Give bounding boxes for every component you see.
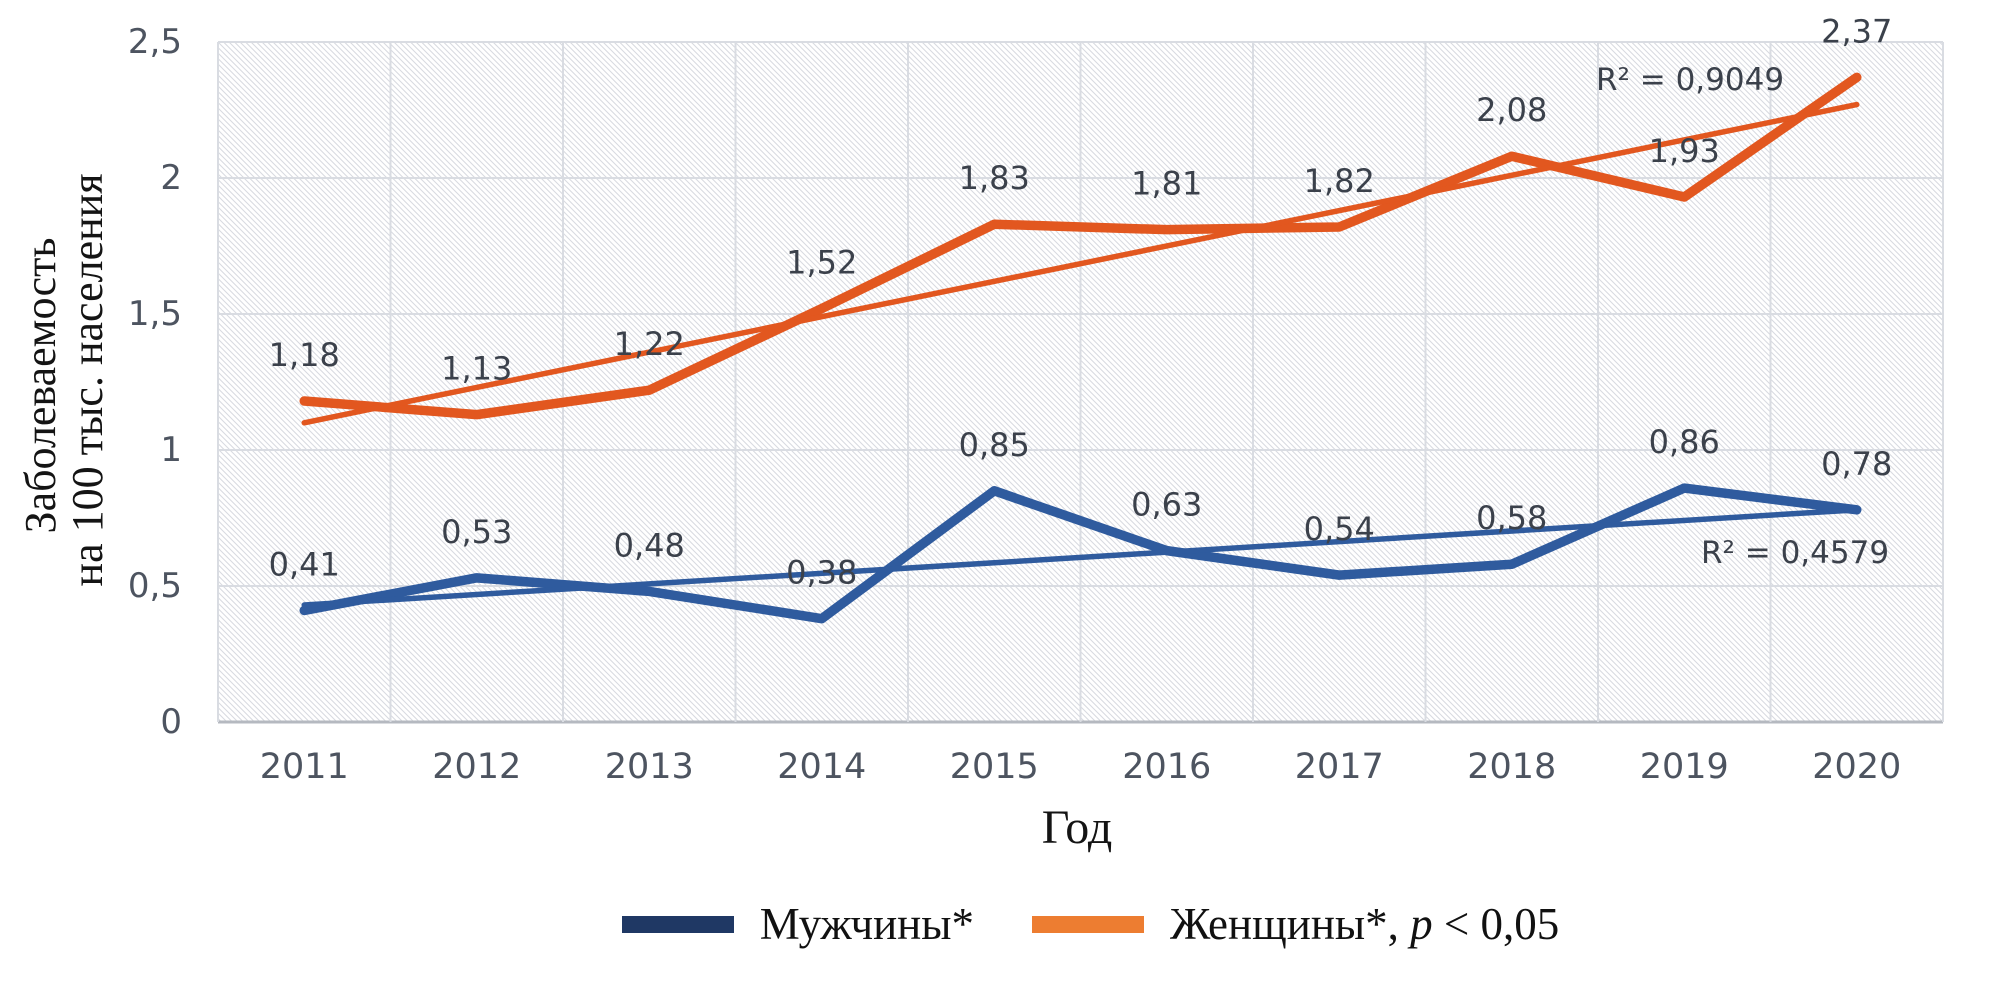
legend-label-men: Мужчины* bbox=[759, 899, 975, 949]
x-tick-label: 2018 bbox=[1467, 747, 1556, 787]
y-tick-label: 2,5 bbox=[128, 22, 182, 62]
men-line-swatch bbox=[621, 915, 734, 933]
data-label: 0,54 bbox=[1304, 510, 1375, 548]
data-label: 0,53 bbox=[441, 513, 512, 551]
x-axis-title: Год bbox=[1042, 801, 1113, 854]
x-tick-label: 2012 bbox=[432, 747, 521, 787]
data-label: 1,83 bbox=[959, 159, 1030, 197]
data-label: 1,93 bbox=[1649, 132, 1720, 170]
legend-label-women: Женщины*, p < 0,05 bbox=[1170, 899, 1560, 949]
data-label: 1,18 bbox=[269, 336, 340, 374]
series-lines bbox=[299, 72, 1862, 624]
x-tick-label: 2013 bbox=[605, 747, 694, 787]
data-label: 0,78 bbox=[1821, 445, 1892, 483]
data-label: 1,22 bbox=[614, 325, 685, 363]
legend: Мужчины* Женщины*, p < 0,05 bbox=[0, 893, 1991, 955]
y-axis-title: Заболеваемость на 100 тыс. населения bbox=[16, 174, 112, 587]
data-label: 1,52 bbox=[786, 244, 857, 282]
y-tick-label: 1 bbox=[160, 430, 182, 470]
data-label: 0,38 bbox=[786, 554, 857, 592]
y-tick-label: 2 bbox=[160, 158, 182, 198]
y-axis-title-line2: на 100 тыс. населения bbox=[63, 174, 112, 587]
men-trendline bbox=[301, 507, 1860, 608]
data-label: 2,37 bbox=[1821, 12, 1892, 50]
y-tick-label: 1,5 bbox=[128, 294, 182, 334]
data-label: 0,86 bbox=[1649, 423, 1720, 461]
gridlines bbox=[217, 41, 1944, 724]
data-label: 2,08 bbox=[1476, 91, 1547, 129]
data-label: 0,58 bbox=[1476, 499, 1547, 537]
x-tick-label: 2011 bbox=[260, 747, 349, 787]
data-label: 0,41 bbox=[269, 545, 340, 583]
y-tick-label: 0,5 bbox=[128, 566, 182, 606]
y-tick-label: 0 bbox=[160, 702, 182, 742]
women-line-swatch bbox=[1032, 915, 1145, 933]
x-tick-label: 2014 bbox=[777, 747, 866, 787]
women-series-line bbox=[299, 72, 1862, 420]
legend-item-women: Женщины*, p < 0,05 bbox=[1032, 898, 1559, 950]
data-label: 0,85 bbox=[959, 426, 1030, 464]
data-label: 1,82 bbox=[1304, 162, 1375, 200]
x-tick-label: 2019 bbox=[1640, 747, 1729, 787]
women-trendline bbox=[301, 101, 1860, 426]
data-label: 0,63 bbox=[1131, 486, 1202, 524]
y-axis-title-line1: Заболеваемость bbox=[16, 238, 65, 534]
x-tick-label: 2020 bbox=[1812, 747, 1901, 787]
data-label: 0,48 bbox=[614, 526, 685, 564]
x-tick-label: 2015 bbox=[950, 747, 1039, 787]
legend-item-men: Мужчины* bbox=[621, 898, 975, 950]
data-label: 1,81 bbox=[1131, 165, 1202, 203]
data-labels: 0,41 0,53 0,48 0,38 0,85 0,63 0,54 0,58 0,86 0,78… bbox=[269, 12, 1893, 591]
men-r2-label: R² = 0,4579 bbox=[1701, 535, 1889, 571]
x-tick-label: 2016 bbox=[1122, 747, 1211, 787]
x-tick-label: 2017 bbox=[1295, 747, 1384, 787]
women-r2-label: R² = 0,9049 bbox=[1596, 62, 1784, 98]
data-label: 1,13 bbox=[441, 350, 512, 388]
